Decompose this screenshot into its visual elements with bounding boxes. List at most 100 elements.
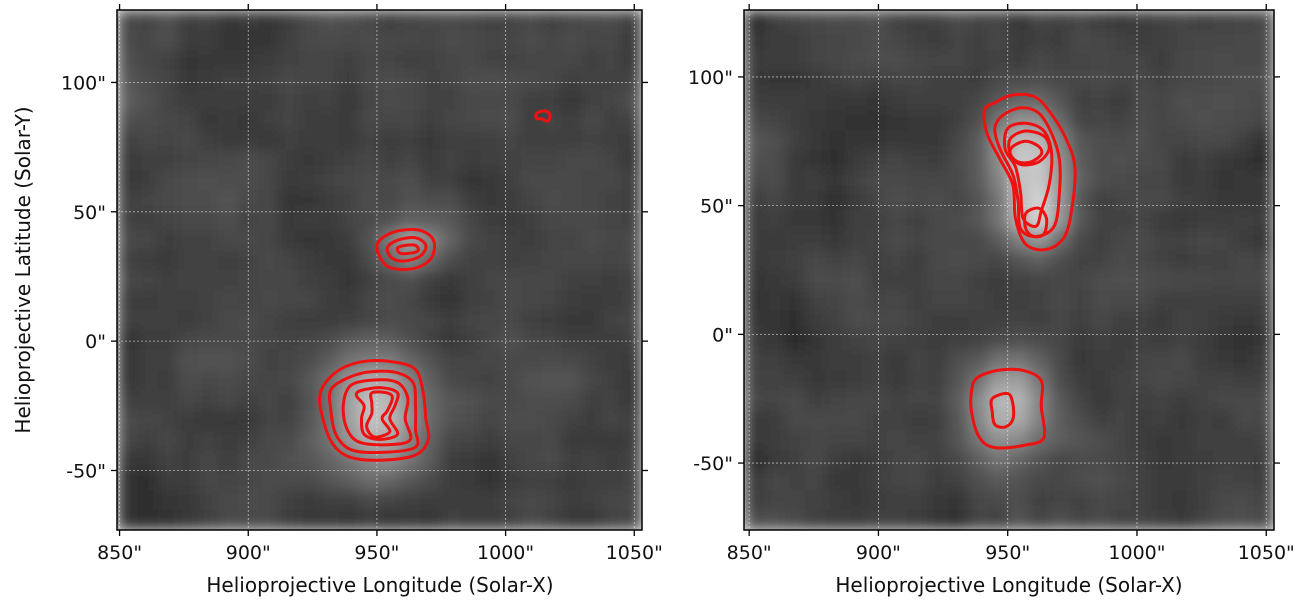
heatmap-cell xyxy=(1131,310,1153,331)
heatmap-cell xyxy=(845,410,867,431)
heatmap-cell xyxy=(1029,410,1051,431)
heatmap-cell xyxy=(866,230,888,251)
heatmap-cell xyxy=(541,250,562,271)
heatmap-cell xyxy=(1110,350,1132,371)
heatmap-cell xyxy=(1070,30,1092,51)
heatmap-cell xyxy=(866,150,888,171)
heatmap-cell xyxy=(298,170,320,191)
heatmap-cell xyxy=(440,350,461,371)
heatmap-cell xyxy=(1212,370,1234,391)
heatmap-cell xyxy=(764,170,786,191)
heatmap-cell xyxy=(784,130,806,151)
heatmap-cell xyxy=(866,110,888,131)
heatmap-cell xyxy=(968,250,990,271)
heatmap-cell xyxy=(379,270,401,291)
heatmap-cell xyxy=(845,210,867,231)
heatmap-cell xyxy=(947,290,969,311)
heatmap-cell xyxy=(907,70,929,91)
heatmap-cell xyxy=(947,10,969,31)
heatmap-cell xyxy=(298,30,320,51)
heatmap-cell xyxy=(157,430,179,451)
heatmap-cell xyxy=(907,470,929,491)
heatmap-cell xyxy=(1212,70,1234,91)
heatmap-cell xyxy=(258,30,280,51)
heatmap-cell xyxy=(520,170,542,191)
heatmap-cell xyxy=(1253,230,1274,251)
heatmap-cell xyxy=(927,50,949,71)
contour-line xyxy=(365,390,394,439)
heatmap-cell xyxy=(480,50,502,71)
heatmap-cell xyxy=(298,410,320,431)
heatmap-cell xyxy=(825,130,847,151)
heatmap-cell xyxy=(744,430,765,451)
heatmap-cell xyxy=(460,90,482,111)
heatmap-cell xyxy=(805,50,827,71)
heatmap-cell xyxy=(784,450,806,471)
heatmap-cell xyxy=(500,410,522,431)
heatmap-cell xyxy=(1253,330,1274,351)
heatmap-cell xyxy=(419,70,441,91)
heatmap-cell xyxy=(520,30,542,51)
heatmap-cell xyxy=(907,290,929,311)
heatmap-cell xyxy=(1090,330,1112,351)
heatmap-cell xyxy=(1090,110,1112,131)
heatmap-cell xyxy=(947,430,969,451)
heatmap-cell xyxy=(460,270,482,291)
heatmap-cell xyxy=(988,170,1010,191)
heatmap-cell xyxy=(764,130,786,151)
heatmap-cell xyxy=(561,30,583,51)
heatmap-cell xyxy=(238,150,259,171)
heatmap-cell xyxy=(419,350,441,371)
y-tick-label: 50" xyxy=(73,202,106,224)
heatmap-cell xyxy=(1253,110,1274,131)
heatmap-cell xyxy=(460,230,482,251)
heatmap-cell xyxy=(561,110,583,131)
heatmap-cell xyxy=(440,130,461,151)
left-ticks xyxy=(111,4,648,536)
heatmap-cell xyxy=(197,230,219,251)
heatmap-cell xyxy=(1090,50,1112,71)
heatmap-cell xyxy=(500,10,522,31)
heatmap-cell xyxy=(217,250,239,271)
heatmap-cell xyxy=(1090,70,1112,91)
heatmap-cell xyxy=(480,210,502,231)
heatmap-cell xyxy=(1172,130,1194,151)
heatmap-cell xyxy=(581,310,603,331)
right-ticks xyxy=(738,4,1280,536)
heatmap-cell xyxy=(621,190,642,211)
heatmap-cell xyxy=(197,110,219,131)
heatmap-cell xyxy=(1029,30,1051,51)
heatmap-cell xyxy=(197,150,219,171)
heatmap-cell xyxy=(157,410,179,431)
heatmap-cell xyxy=(1131,350,1153,371)
heatmap-cell xyxy=(1253,10,1274,31)
heatmap-cell xyxy=(480,230,502,251)
y-tick-label: 0" xyxy=(712,324,733,346)
heatmap-cell xyxy=(217,90,239,111)
heatmap-cell xyxy=(845,30,867,51)
heatmap-cell xyxy=(947,250,969,271)
heatmap-cell xyxy=(1172,430,1194,451)
heatmap-cell xyxy=(1151,470,1173,491)
heatmap-cell xyxy=(157,490,179,511)
heatmap-cell xyxy=(1212,270,1234,291)
heatmap-cell xyxy=(805,510,827,530)
heatmap-cell xyxy=(318,350,340,371)
heatmap-cell xyxy=(419,50,441,71)
heatmap-cell xyxy=(399,170,421,191)
heatmap-cell xyxy=(744,490,765,511)
heatmap-cell xyxy=(1029,290,1051,311)
heatmap-cell xyxy=(318,250,340,271)
heatmap-cell xyxy=(845,290,867,311)
heatmap-cell xyxy=(197,290,219,311)
heatmap-cell xyxy=(621,130,642,151)
heatmap-cell xyxy=(947,50,969,71)
heatmap-cell xyxy=(561,190,583,211)
heatmap-cell xyxy=(137,430,158,451)
heatmap-cell xyxy=(825,390,847,411)
heatmap-cell xyxy=(359,110,381,131)
heatmap-cell xyxy=(825,470,847,491)
heatmap-cell xyxy=(1151,110,1173,131)
heatmap-cell xyxy=(137,270,158,291)
heatmap-cell xyxy=(197,350,219,371)
